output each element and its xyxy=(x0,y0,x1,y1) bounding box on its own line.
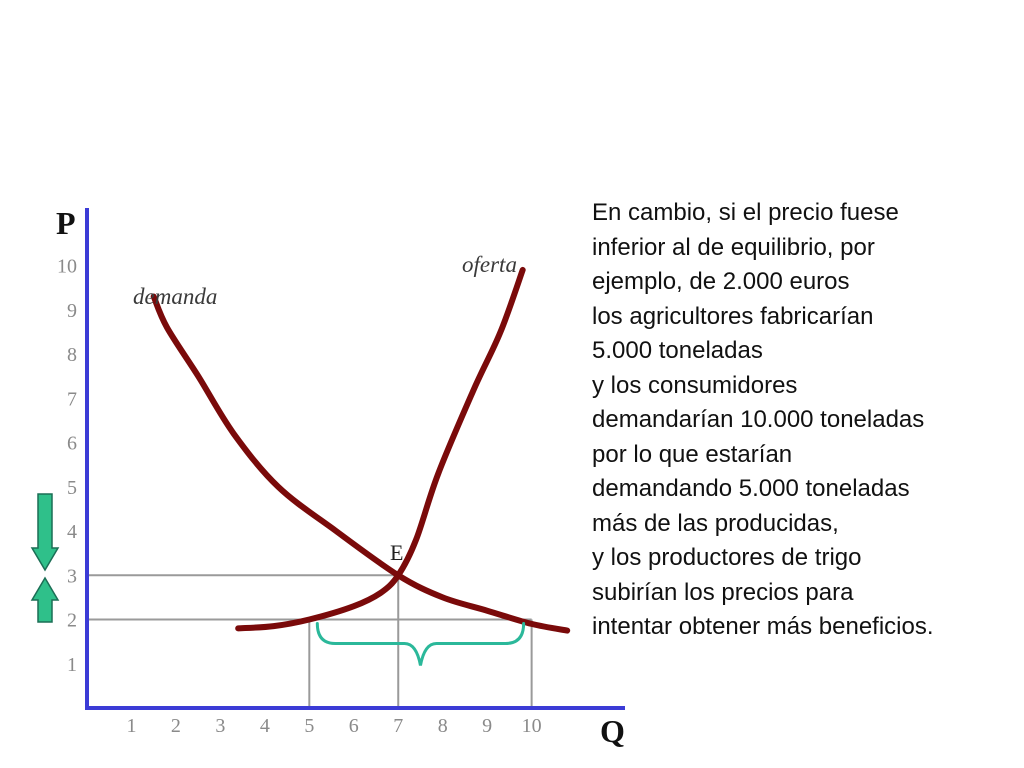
x-tick-label: 7 xyxy=(393,715,403,737)
explanation-line: demandando 5.000 toneladas xyxy=(592,475,910,502)
explanation-line: subirían los precios para xyxy=(592,578,854,606)
y-tick-label: 6 xyxy=(67,433,77,455)
explanation-line: los agricultores fabricarían xyxy=(592,302,874,330)
x-tick-label: 4 xyxy=(260,715,270,737)
excess-demand-brace xyxy=(315,622,526,666)
y-tick-label: 5 xyxy=(67,477,77,499)
x-axis-ticks: 1 2 3 4 5 6 7 8 9 10 xyxy=(126,715,541,737)
up-arrow-icon xyxy=(30,576,60,623)
y-tick-label: 2 xyxy=(67,610,77,632)
y-tick-label: 3 xyxy=(67,565,77,587)
down-arrow-icon xyxy=(30,493,60,572)
x-tick-label: 6 xyxy=(349,715,359,737)
axes xyxy=(85,208,625,710)
excess-demand-brace-path xyxy=(315,622,526,666)
explanation-text: En cambio, si el precio fuese inferior a… xyxy=(592,196,1012,645)
x-tick-label: 2 xyxy=(171,715,181,737)
explanation-line: y los consumidores xyxy=(592,371,798,399)
y-tick-label: 7 xyxy=(67,388,77,410)
curves xyxy=(150,266,571,634)
explanation-line: intentar obtener más beneficios. xyxy=(592,613,934,640)
demanda-curve xyxy=(150,293,571,634)
x-tick-label: 8 xyxy=(438,715,448,737)
x-tick-label: 3 xyxy=(215,715,225,737)
x-tick-label: 10 xyxy=(522,715,542,737)
y-axis-ticks: 1 2 3 4 5 6 7 8 9 10 xyxy=(57,256,77,676)
x-axis-letter: Q xyxy=(600,713,625,749)
y-axis-letter: P xyxy=(56,205,76,241)
price-arrows xyxy=(30,493,60,623)
explanation-line: ejemplo, de 2.000 euros xyxy=(592,268,850,295)
supply-curve-label: oferta xyxy=(462,252,517,277)
x-tick-label: 5 xyxy=(304,715,314,737)
reference-lines xyxy=(87,574,533,708)
oferta-curve xyxy=(235,266,526,632)
y-tick-label: 4 xyxy=(67,521,77,543)
y-tick-label: 1 xyxy=(67,654,77,676)
explanation-line: por lo que estarían xyxy=(592,440,793,468)
demand-curve-label: demanda xyxy=(133,284,217,309)
explanation-line: demandarían 10.000 toneladas xyxy=(592,406,925,433)
x-tick-label: 9 xyxy=(482,715,492,737)
y-tick-label: 9 xyxy=(67,300,77,322)
explanation-line: En cambio, si el precio fuese xyxy=(592,199,899,226)
y-tick-label: 10 xyxy=(57,256,77,278)
explanation-line: y los productores de trigo xyxy=(592,544,862,571)
x-tick-label: 1 xyxy=(126,715,136,737)
explanation-line: más de las producidas, xyxy=(592,509,839,537)
explanation-line: inferior al de equilibrio, por xyxy=(592,233,875,261)
equilibrium-label: E xyxy=(390,540,403,565)
y-tick-label: 8 xyxy=(67,344,77,366)
explanation-line: 5.000 toneladas xyxy=(592,337,763,364)
